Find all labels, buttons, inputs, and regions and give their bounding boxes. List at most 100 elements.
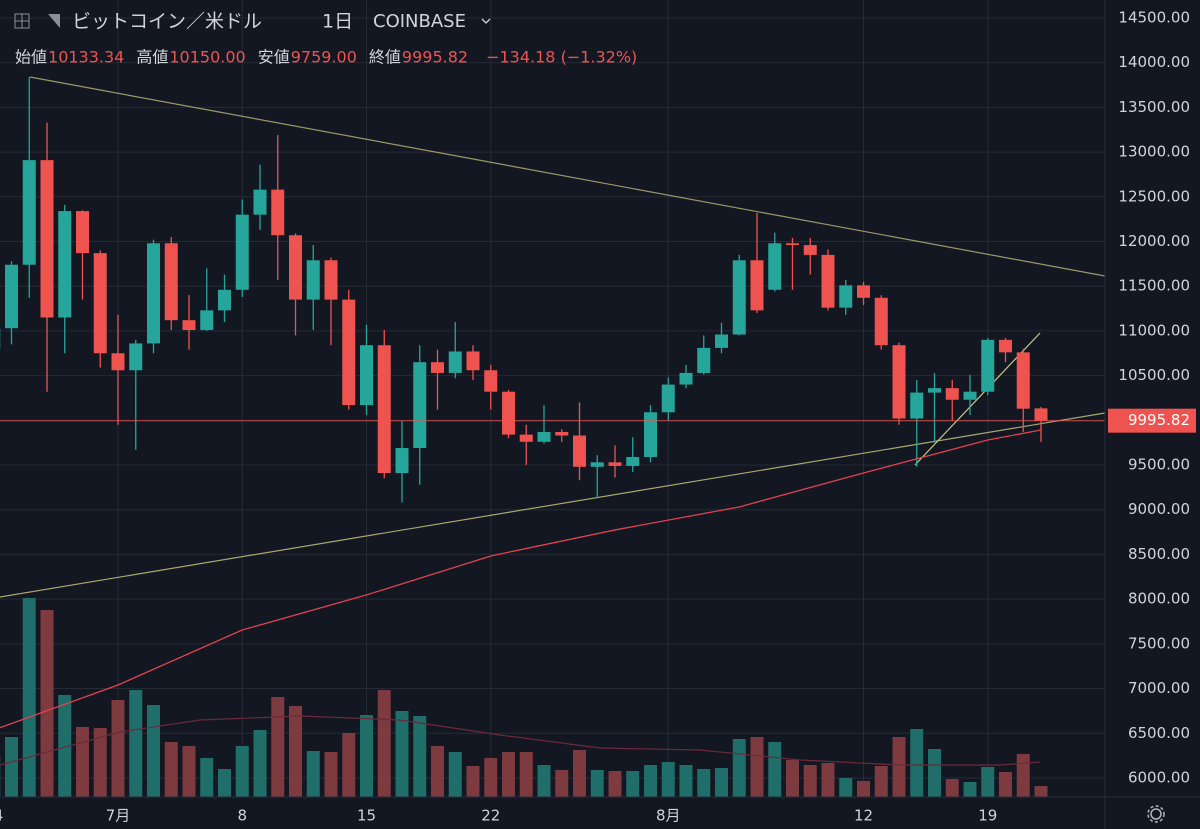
candle-body — [324, 260, 338, 300]
candle-body — [981, 339, 995, 392]
volume-bar — [484, 758, 498, 797]
y-tick-label: 7500.00 — [1128, 634, 1190, 652]
volume-bar — [519, 752, 533, 797]
candle-body — [377, 345, 391, 474]
candle-body — [1016, 352, 1030, 409]
volume-bar — [129, 690, 143, 797]
volume-bar — [945, 779, 959, 797]
volume-bar — [768, 742, 782, 797]
candle-body — [413, 362, 427, 449]
y-tick-label: 8500.00 — [1128, 545, 1190, 563]
y-tick-label: 6000.00 — [1128, 768, 1190, 786]
volume-bar — [466, 766, 480, 797]
ohlc-value: 10150.00 — [169, 48, 245, 67]
volume-ma — [0, 715, 1041, 766]
candle-body — [289, 235, 302, 300]
candle-body — [768, 243, 782, 290]
ohlc-label: 始値 — [15, 48, 47, 67]
volume-bar — [821, 763, 835, 797]
ohlc-change: −134.18 (−1.32%) — [486, 48, 637, 67]
volume-bar — [661, 762, 675, 797]
y-tick-label: 8000.00 — [1128, 590, 1190, 608]
volume-bar — [431, 746, 444, 797]
y-tick-label: 13500.00 — [1118, 98, 1190, 116]
volume-bar — [306, 751, 320, 797]
candle-body — [218, 289, 231, 311]
ohlc-value: 9995.82 — [402, 48, 468, 67]
candle-body — [111, 353, 125, 371]
volume-bar — [1016, 754, 1030, 797]
candle-body — [573, 435, 586, 467]
volume-bar — [395, 711, 409, 797]
candle-body — [697, 347, 711, 373]
x-tick-label: 24 — [0, 807, 3, 825]
ohlc-label: 安値 — [258, 48, 290, 67]
candle-body — [857, 285, 870, 298]
volume-bar — [147, 705, 160, 797]
x-tick-label: 12 — [854, 807, 873, 825]
volume-bar — [413, 716, 427, 797]
volume-bar — [750, 737, 764, 797]
candle-body — [732, 260, 746, 335]
dropdown-icon[interactable] — [481, 18, 491, 24]
candle-body — [661, 384, 675, 413]
candle-body — [431, 362, 444, 373]
volume-bar — [981, 767, 995, 797]
volume-bar — [874, 766, 888, 797]
volume-bar — [200, 758, 214, 797]
moving-average — [0, 429, 1042, 729]
header: ビットコイン／米ドル 1日 COINBASE — [14, 11, 491, 33]
candle-body — [892, 345, 906, 419]
settings[interactable] — [1147, 805, 1165, 823]
axes: 6000.00 6500.00 7000.00 7500.00 8000.00 8500.… — [0, 8, 1196, 825]
ohlc-legend: 始値 10133.34 高値 10150.00 安値 9759.00 終値 9995.82 −1… — [15, 48, 637, 67]
volume-bar — [360, 715, 373, 797]
price-pane — [0, 76, 1105, 729]
volume-bar — [803, 765, 817, 797]
candle-body — [200, 310, 214, 331]
volume-bar — [537, 765, 551, 797]
volume-bar — [22, 598, 36, 797]
volume-bar — [839, 778, 853, 797]
volume-pane — [0, 598, 1048, 797]
candle-body — [502, 391, 515, 435]
candle-body — [715, 334, 728, 348]
y-tick-label: 11000.00 — [1118, 321, 1190, 339]
y-tick-label: 6500.00 — [1128, 724, 1190, 742]
x-tick-label: 8月 — [656, 807, 681, 825]
volume-bar — [377, 690, 391, 797]
volume-bar — [555, 770, 569, 797]
candle-body — [360, 345, 373, 406]
y-tick-label: 9500.00 — [1128, 456, 1190, 474]
trend-line — [0, 412, 1105, 598]
candle-body — [5, 264, 18, 329]
volume-bar — [40, 610, 54, 797]
candle-body — [590, 462, 604, 467]
candle-body — [608, 462, 622, 466]
volume-bar — [111, 700, 125, 797]
ohlc-value: 10133.34 — [48, 48, 124, 67]
y-tick-label: 7000.00 — [1128, 679, 1190, 697]
volume-bar — [253, 730, 267, 797]
x-tick-label: 7月 — [106, 807, 131, 825]
volume-bar — [590, 770, 604, 797]
volume-bar — [1034, 786, 1048, 797]
candle-body — [519, 434, 533, 442]
volume-bar — [892, 737, 906, 797]
last-price-label: 9995.82 — [1128, 411, 1190, 429]
volume-bar — [5, 737, 18, 797]
candle-body — [999, 339, 1012, 353]
exchange[interactable]: COINBASE — [373, 11, 466, 32]
candle-body — [679, 372, 693, 385]
candle-body — [484, 370, 498, 392]
y-tick-label: 13000.00 — [1118, 143, 1190, 161]
candle-body — [76, 211, 89, 254]
y-tick-label: 12000.00 — [1118, 232, 1190, 250]
ohlc-label: 高値 — [136, 48, 168, 67]
settings-icon[interactable] — [1147, 805, 1165, 823]
candle-body — [963, 391, 977, 400]
volume-bar — [342, 733, 356, 797]
volume-bar — [786, 760, 799, 797]
settings-icon[interactable] — [1150, 808, 1162, 820]
